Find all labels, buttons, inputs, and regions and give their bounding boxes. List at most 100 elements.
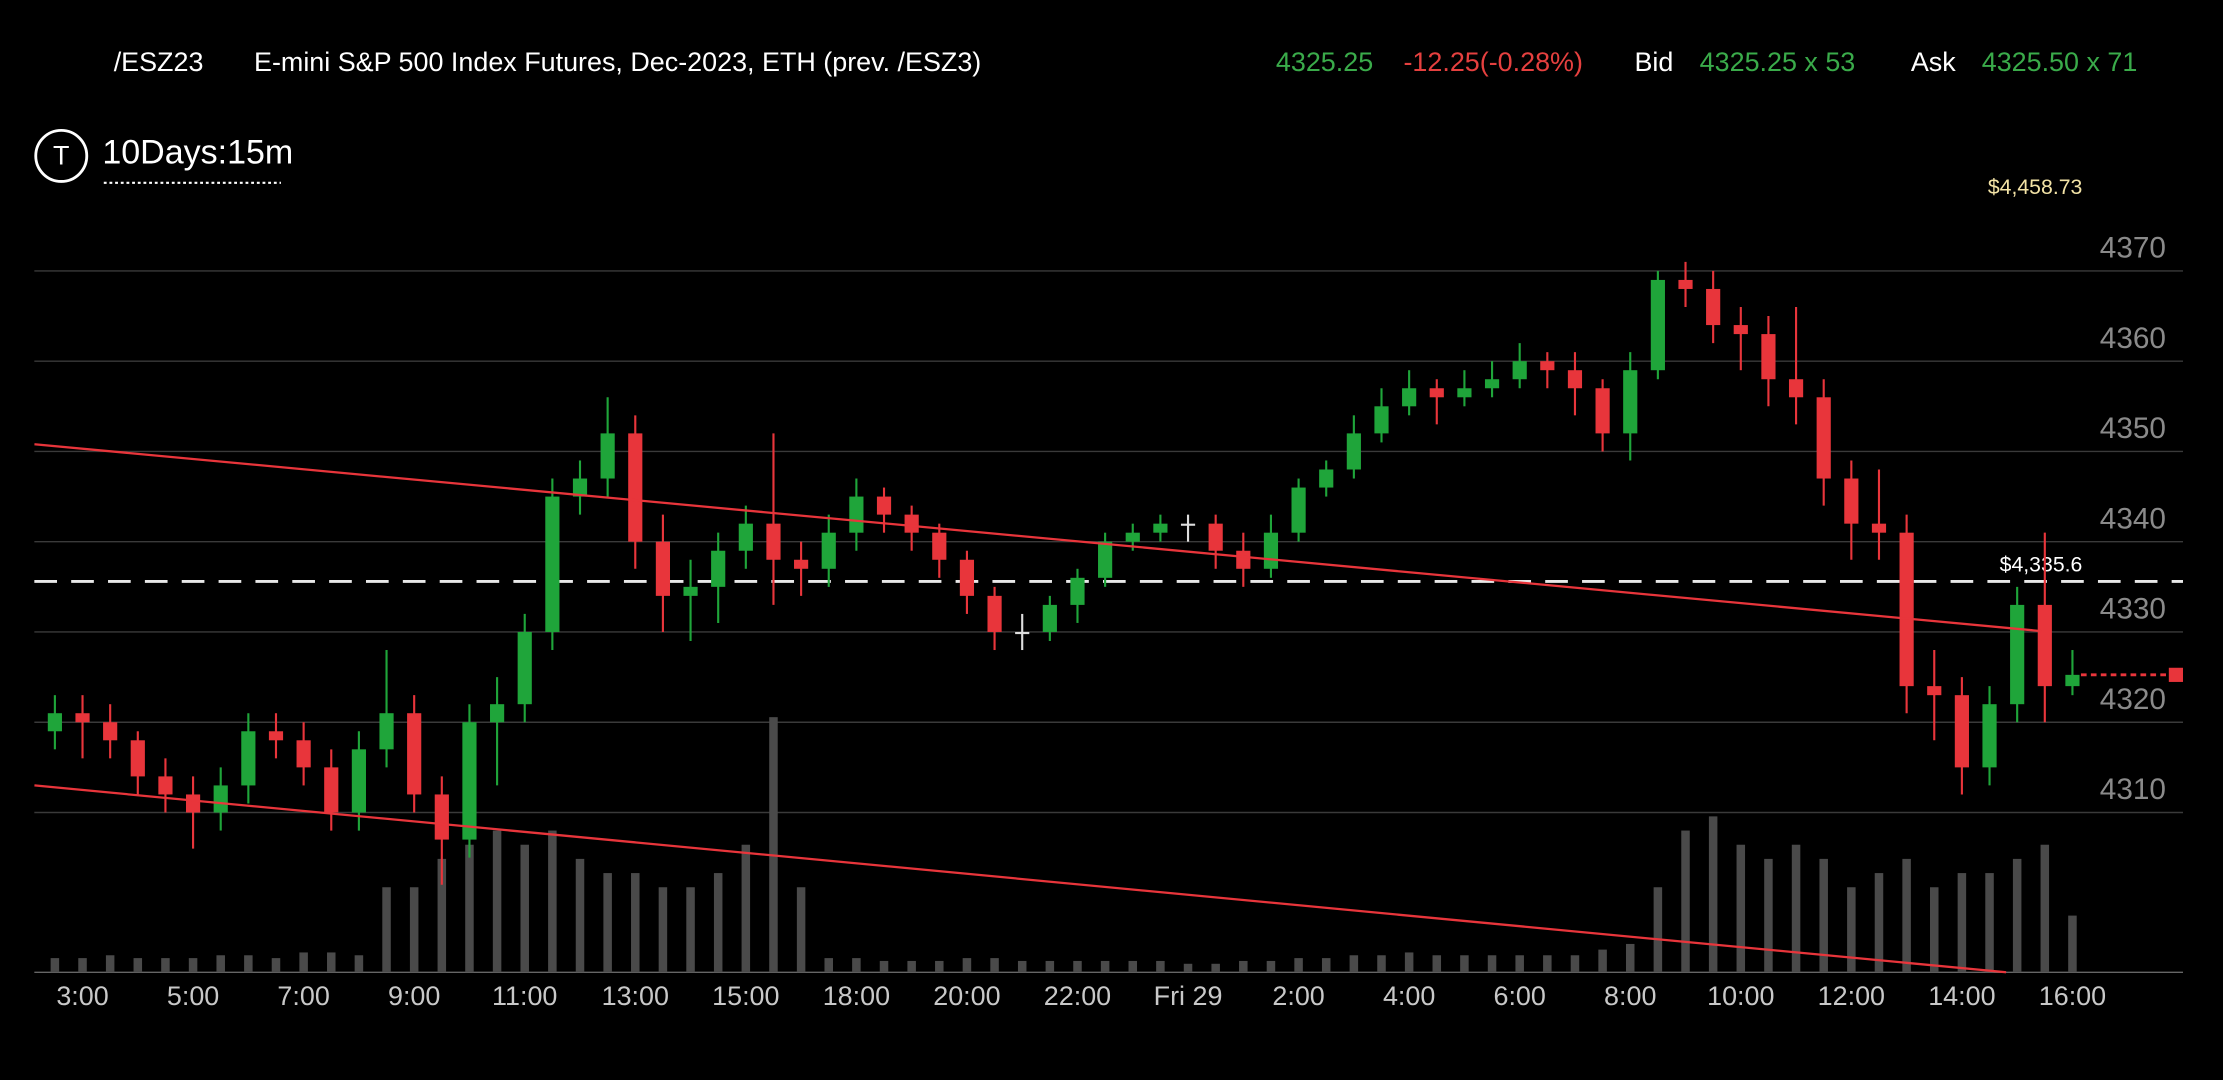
volume-bar [1377, 955, 1386, 973]
candle-body [959, 559, 975, 596]
candle-body [1816, 397, 1831, 479]
candle-body [1788, 379, 1804, 398]
volume-bar [1653, 887, 1663, 973]
volume-bar [78, 958, 87, 973]
volume-bar [409, 887, 419, 973]
volume-bar [1625, 943, 1635, 973]
x-tick-label: 14:00 [1928, 981, 1995, 1011]
volume-bar [1266, 960, 1276, 973]
change: -12.25(-0.28%) [1403, 47, 1582, 77]
candle-body [876, 496, 892, 515]
timeframe[interactable]: 10Days:15m [102, 133, 293, 171]
volume-bar [1294, 958, 1303, 973]
volume-bar [1321, 958, 1331, 973]
ask: 4325.50 x 71 [1982, 47, 2138, 77]
volume-bar [244, 955, 253, 973]
x-tick-label: 9:00 [388, 981, 440, 1011]
y-tick-label: 4330 [2100, 593, 2166, 626]
candle-body [1871, 523, 1887, 533]
symbol[interactable]: /ESZ23 [114, 47, 204, 77]
candle-body [213, 785, 228, 813]
candle-body [1291, 487, 1306, 533]
volume-bar [1570, 955, 1580, 973]
candle-body [1595, 388, 1610, 434]
candle-body [1346, 433, 1361, 470]
volume-bar [1128, 960, 1138, 973]
description: E-mini S&P 500 Index Futures, Dec-2023, … [254, 47, 981, 77]
candle-body [1236, 550, 1251, 569]
candle-body [1540, 361, 1555, 371]
candle-body [1402, 388, 1417, 407]
candle-body [1180, 523, 1196, 526]
candle-body [987, 595, 1002, 632]
candle-body [628, 433, 643, 542]
candle-body [1899, 532, 1914, 687]
tool-icon[interactable] [34, 128, 89, 183]
candle-body [241, 731, 256, 786]
volume-bar [1543, 955, 1552, 973]
volume-bar [1515, 955, 1524, 973]
volume-bar [520, 844, 529, 973]
candle-body [296, 740, 311, 768]
candle-body [1650, 279, 1665, 371]
candle-body [75, 713, 90, 723]
volume-bar [1100, 960, 1110, 973]
volume-bar [575, 858, 585, 973]
x-tick-label: 20:00 [933, 981, 1000, 1011]
tool-icon-letter[interactable]: T [53, 140, 69, 170]
x-tick-label: 15:00 [712, 981, 779, 1011]
candle-body [158, 776, 173, 795]
volume-bar [492, 830, 502, 973]
volume-bar [1598, 949, 1607, 973]
candle-body [1844, 478, 1859, 524]
volume-bar [824, 958, 833, 973]
volume-bar [907, 960, 916, 973]
volume-bar [1681, 830, 1690, 973]
volume-bar [1432, 955, 1442, 973]
candle-body [462, 722, 477, 840]
volume-bar [1349, 955, 1359, 973]
x-tick-label: 4:00 [1383, 981, 1435, 1011]
candle-body [1125, 532, 1140, 542]
x-tick-label: 22:00 [1044, 981, 1111, 1011]
candle-body [932, 532, 947, 560]
volume-bar [713, 873, 723, 973]
volume-bar [465, 844, 474, 973]
volume-bar [2040, 844, 2050, 973]
volume-bar [1985, 873, 1994, 973]
x-tick-label: 2:00 [1272, 981, 1324, 1011]
candle-body [434, 794, 449, 840]
volume-bar [133, 958, 143, 973]
candle-body [1015, 631, 1030, 635]
volume-bar [796, 887, 806, 973]
volume-bar [962, 958, 972, 973]
volume-bar [382, 887, 391, 973]
volume-bar [631, 873, 640, 973]
candle-body [517, 631, 532, 705]
candle-body [1429, 388, 1444, 398]
candle-body [1153, 523, 1168, 533]
candle-body [904, 514, 919, 533]
candle-body [1706, 288, 1721, 326]
candle-body [2065, 674, 2080, 687]
candle-body [2037, 604, 2052, 687]
x-tick-label: 7:00 [277, 981, 329, 1011]
candle-body [1319, 469, 1334, 488]
volume-bar [1017, 960, 1027, 973]
bid: 4325.25 x 53 [1700, 47, 1856, 77]
volume-bar [188, 958, 198, 973]
candle-body [490, 704, 505, 723]
volume-bar [1211, 963, 1220, 973]
volume-bar [1791, 844, 1801, 973]
candle-body [1512, 361, 1527, 380]
x-tick-label: 18:00 [823, 981, 890, 1011]
volume-bar [852, 958, 861, 973]
candle-body [600, 433, 615, 479]
volume-bar [161, 958, 170, 973]
candle-body [655, 541, 671, 596]
volume-bar [769, 717, 778, 973]
volume-bar [1819, 858, 1828, 973]
candle-body [324, 767, 339, 813]
candle-body [103, 722, 118, 741]
